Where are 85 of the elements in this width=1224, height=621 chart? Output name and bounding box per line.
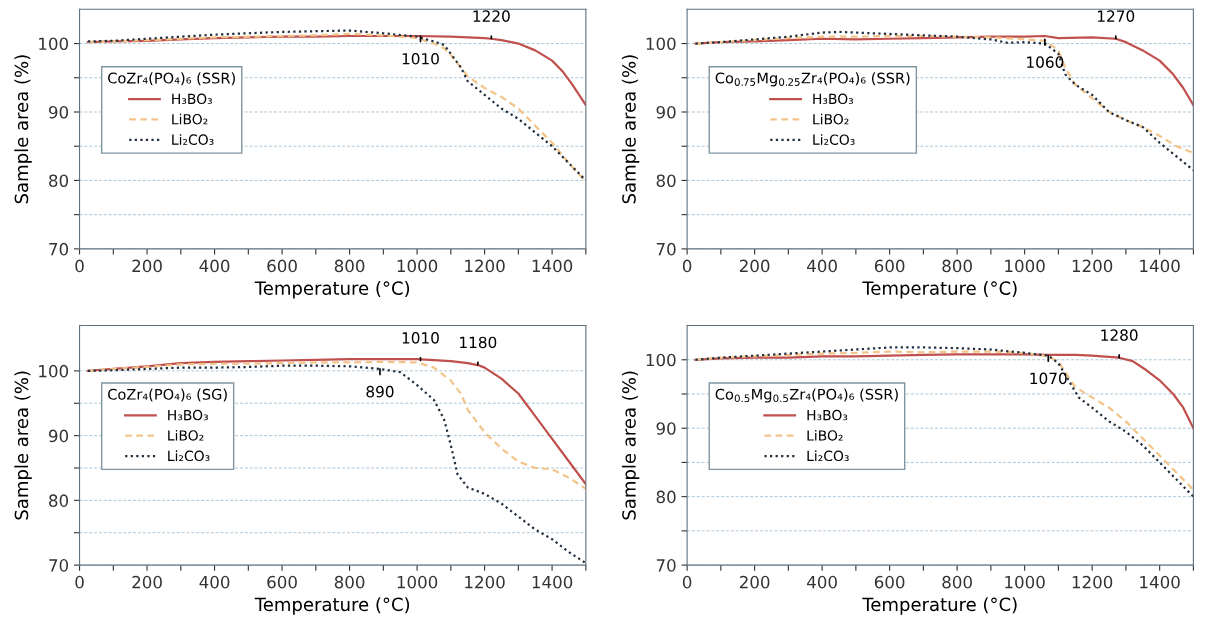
legend-label: LiBO₂: [813, 113, 849, 125]
x-tick-label: 600: [267, 575, 297, 589]
legend-title: Co$_{0.5}$Mg$_{0.5}$Zr₄(PO₄)₆ (SSR): [715, 388, 898, 403]
annotation: 1280: [1101, 329, 1138, 341]
x-tick-label: 1000: [397, 575, 438, 589]
x-tick-label: 1200: [465, 259, 505, 273]
x-tick-label: 400: [199, 575, 230, 589]
legend-title: CoZr₄(PO₄)₆ (SSR): [108, 72, 235, 86]
x-tick-label: 200: [739, 575, 770, 589]
y-tick-label: 90: [656, 105, 676, 119]
y-tick-label: 80: [656, 490, 676, 504]
x-tick-label: 1000: [1005, 575, 1045, 589]
annotation: 1060: [1027, 56, 1064, 68]
x-axis-title: Temperature (°C): [254, 597, 410, 615]
y-tick-label: 70: [656, 559, 676, 572]
annotation: 1270: [1098, 10, 1135, 22]
x-tick-label: 400: [807, 259, 837, 273]
legend-label: H₃BO₃: [807, 409, 848, 421]
x-tick-label: 400: [199, 259, 230, 273]
annotation: 1070: [1030, 372, 1067, 385]
line-series: [86, 34, 586, 107]
x-tick-label: 800: [942, 259, 972, 273]
x-tick-label: 200: [132, 575, 162, 589]
x-tick-label: 200: [132, 259, 162, 273]
x-axis-title: Temperature (°C): [254, 281, 410, 299]
y-tick-label: 90: [48, 105, 69, 119]
annotation: 1220: [473, 10, 510, 22]
x-tick-label: 1200: [1072, 575, 1113, 589]
y-axis-title: Sample area (%): [621, 371, 640, 520]
y-axis-title: Sample area (%): [621, 55, 640, 204]
x-tick-label: 600: [874, 259, 905, 273]
legend-label: Li₂CO₃: [168, 450, 210, 462]
y-tick-label: 100: [39, 37, 69, 51]
x-tick-label: 1400: [1140, 575, 1180, 589]
line-series: [694, 353, 1194, 430]
line-series: [694, 34, 1194, 107]
x-tick-label: 1400: [532, 575, 573, 589]
y-tick-label: 90: [48, 429, 69, 443]
x-tick-label: 1400: [1140, 259, 1180, 273]
legend-label: H₃BO₃: [813, 93, 854, 105]
x-tick-label: 600: [267, 259, 297, 273]
legend-label: Li₂CO₃: [813, 134, 855, 145]
x-tick-label: 1200: [1072, 259, 1113, 273]
x-tick-label: 1000: [1005, 259, 1045, 273]
x-tick-label: 400: [807, 575, 837, 589]
legend-label: LiBO₂: [168, 429, 204, 441]
x-tick-label: 1000: [397, 259, 438, 273]
y-tick-label: 100: [646, 37, 676, 51]
legend-label: LiBO₂: [807, 429, 843, 441]
legend-label: Li₂CO₃: [807, 450, 849, 462]
y-axis-title: Sample area (%): [14, 55, 32, 204]
annotation: 890: [366, 385, 394, 398]
x-axis-title: Temperature (°C): [862, 281, 1017, 299]
line-series: [86, 364, 586, 565]
annotation: 1010: [402, 332, 439, 344]
y-tick-label: 100: [646, 353, 676, 367]
x-tick-label: 0: [75, 575, 84, 589]
x-tick-label: 800: [334, 259, 365, 273]
y-tick-label: 80: [656, 174, 676, 187]
y-tick-label: 100: [39, 364, 69, 378]
x-tick-label: 200: [739, 259, 770, 273]
x-tick-label: 0: [682, 575, 692, 589]
x-axis-title: Temperature (°C): [862, 597, 1017, 615]
x-tick-label: 600: [874, 575, 905, 589]
y-tick-label: 70: [656, 242, 676, 256]
x-tick-label: 0: [75, 259, 84, 273]
x-tick-label: 0: [682, 259, 692, 273]
annotation: 1010: [402, 52, 439, 65]
y-tick-label: 70: [49, 242, 69, 256]
legend-title: Co$_{0.75}$Mg$_{0.25}$Zr₄(PO₄)₆ (SSR): [715, 72, 910, 87]
y-tick-label: 90: [656, 422, 676, 435]
y-axis-title: Sample area (%): [14, 371, 32, 520]
x-tick-label: 800: [942, 575, 972, 589]
y-tick-label: 70: [49, 559, 69, 572]
y-tick-label: 80: [49, 174, 69, 187]
legend-label: LiBO₂: [172, 113, 208, 125]
legend-title: CoZr₄(PO₄)₆ (SG): [108, 388, 227, 402]
y-tick-label: 80: [49, 494, 69, 507]
annotation: 1180: [460, 336, 497, 349]
legend-label: H₃BO₃: [168, 409, 208, 421]
legend-label: Li₂CO₃: [172, 134, 214, 145]
x-tick-label: 1400: [532, 259, 573, 273]
x-tick-label: 800: [334, 575, 365, 589]
x-tick-label: 1200: [465, 575, 505, 589]
legend-label: H₃BO₃: [172, 93, 212, 105]
